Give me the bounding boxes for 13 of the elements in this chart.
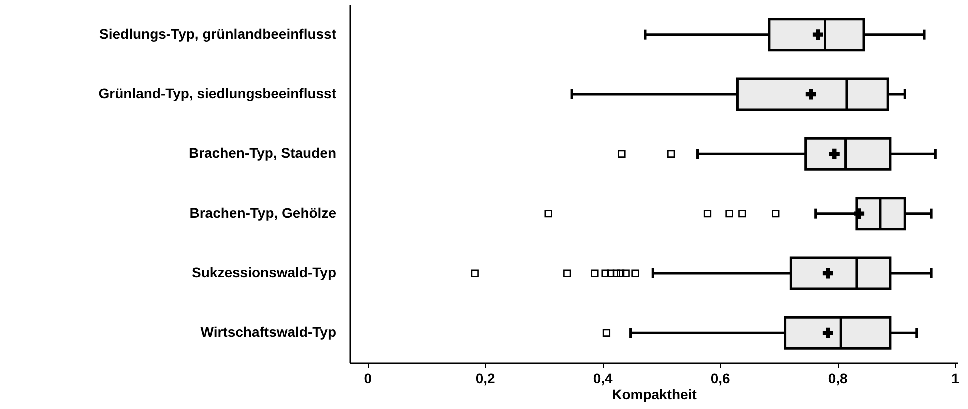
x-axis-title: Kompaktheit [612,386,698,402]
y-tick-label: Siedlungs-Typ, grünlandbeeinflusst [100,26,337,42]
y-tick-label: Brachen-Typ, Stauden [188,145,336,162]
x-tick-label: 0 [364,370,372,386]
x-tick-label: 1 [952,370,960,386]
x-tick-label: 0,4 [593,370,614,386]
y-tick-label: Sukzessionswald-Typ [192,264,336,280]
x-tick-label: 0,2 [476,370,496,386]
x-tick-label: 0,8 [828,370,848,386]
y-tick-label: Grünland-Typ, siedlungsbeeinflusst [98,86,337,102]
x-tick-label: 0,6 [710,370,731,386]
y-tick-label: Wirtschaftswald-Typ [200,324,336,340]
y-tick-label: Brachen-Typ, Gehölze [190,204,337,221]
